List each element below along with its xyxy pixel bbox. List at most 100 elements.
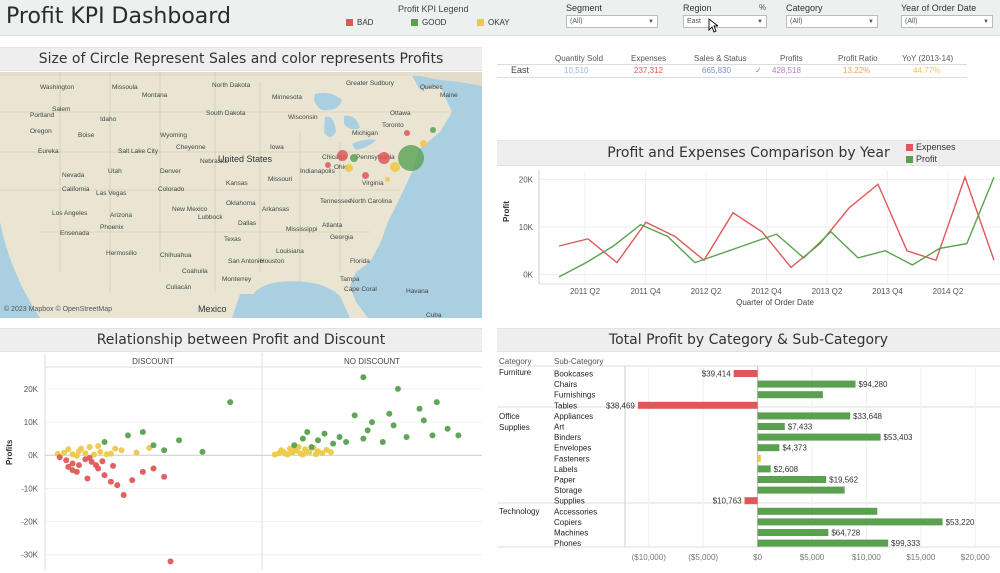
scatter-point-green[interactable] [369,419,375,426]
scatter-point-green[interactable] [308,443,315,450]
filter-segment-dropdown[interactable]: (All) ▼ [566,15,658,28]
scatter-point-green[interactable] [161,447,168,454]
line-series-profit[interactable] [558,176,995,278]
scatter-point-yellow[interactable] [86,443,93,450]
scatter-point-red[interactable] [99,458,106,465]
scatter-point-green[interactable] [336,433,343,440]
scatter-point-yellow[interactable] [304,448,311,455]
line-legend-expenses[interactable]: Expenses [906,142,956,152]
scatter-point-red[interactable] [161,473,168,480]
map-circle[interactable] [345,164,353,172]
scatter-point-red[interactable] [114,482,121,489]
scatter-point-green[interactable] [390,422,397,429]
bar-binders[interactable] [757,433,881,441]
scatter-point-green[interactable] [394,385,401,392]
scatter-point-green[interactable] [343,438,350,445]
scatter-point-yellow[interactable] [319,450,326,457]
filter-region-dropdown[interactable]: East ▼ [683,15,767,28]
scatter-point-yellow[interactable] [95,442,102,449]
line-legend-profit[interactable]: Profit [906,154,937,164]
bar-fasteners[interactable] [757,454,761,462]
scatter-point-green[interactable] [321,430,328,437]
scatter-point-green[interactable] [444,425,451,432]
scatter-point-yellow[interactable] [90,451,97,458]
scatter-point-green[interactable] [433,399,440,406]
scatter-point-green[interactable] [386,410,393,417]
scatter-point-red[interactable] [101,472,108,479]
scatter-point-green[interactable] [351,412,358,419]
scatter-point-yellow[interactable] [112,445,119,452]
bar-art[interactable] [757,423,785,430]
scatter-point-green[interactable] [199,448,206,455]
scatter-point-yellow[interactable] [299,451,306,458]
scatter-point-green[interactable] [315,437,321,444]
scatter-point-yellow[interactable] [282,450,289,457]
bar-labels[interactable] [757,465,771,473]
line-chart[interactable]: 20K 10K 0K 2011 Q2 2011 Q4 2012 Q2 2012 Q4 201… [497,166,1000,310]
map-circle[interactable] [390,162,400,172]
scatter-point-green[interactable] [360,374,367,381]
scatter-point-green[interactable] [379,438,386,445]
map-circle-new-york[interactable] [398,145,424,171]
scatter-point-red[interactable] [167,558,174,565]
map-circle[interactable] [404,130,410,136]
bar-machines[interactable] [757,529,829,536]
scatter-point-yellow[interactable] [73,452,80,459]
bar-chart[interactable]: Bookcases $39,414 Chairs $94,280 Furnishings… [497,353,1000,570]
map-circle[interactable] [325,162,331,168]
scatter-point-green[interactable] [150,442,157,449]
map-circle[interactable] [362,172,369,179]
map-circle[interactable] [337,150,348,161]
scatter-point-yellow[interactable] [118,447,125,454]
bar-phones[interactable] [757,539,889,547]
legend-item-bad[interactable]: BAD [346,18,373,27]
scatter-point-yellow[interactable] [65,446,72,453]
scatter-point-green[interactable] [403,433,410,440]
scatter-point-yellow[interactable] [278,447,285,454]
scatter-point-green[interactable] [124,432,131,439]
scatter-point-yellow[interactable] [133,449,140,456]
bar-furnishings[interactable] [757,391,823,399]
bar-tables[interactable] [637,401,758,409]
scatter-point-yellow[interactable] [82,450,89,457]
scatter-point-red[interactable] [107,478,114,485]
scatter-point-green[interactable] [330,440,337,447]
scatter-point-green[interactable] [364,427,371,434]
scatter-point-red[interactable] [120,492,127,499]
scatter-point-yellow[interactable] [103,451,110,458]
scatter-point-yellow[interactable] [61,449,68,456]
bar-chairs[interactable] [757,380,856,388]
scatter-point-red[interactable] [69,467,76,474]
scatter-point-green[interactable] [291,442,298,449]
line-series-expenses[interactable] [558,174,995,269]
bar-paper[interactable] [757,476,827,483]
scatter-point-green[interactable] [227,399,234,406]
scatter-point-green[interactable] [299,435,306,442]
scatter-point-green[interactable] [139,429,146,436]
scatter-point-green[interactable] [455,432,462,439]
map-circle[interactable] [350,154,358,162]
filter-year-dropdown[interactable]: (All) ▼ [901,15,993,28]
scatter-point-yellow[interactable] [327,449,334,456]
map-circle[interactable] [378,152,390,164]
scatter-point-red[interactable] [69,460,76,467]
scatter-point-red[interactable] [56,454,63,461]
scatter-point-green[interactable] [304,429,311,436]
filter-category-dropdown[interactable]: (All) ▼ [786,15,878,28]
bar-supplies[interactable] [744,497,758,505]
sales-map[interactable]: Washington Missoula Montana North Dakota Min… [0,72,482,318]
scatter-point-red[interactable] [92,462,99,469]
bar-copiers[interactable] [757,518,943,526]
bar-appliances[interactable] [757,412,851,420]
bar-bookcases[interactable] [733,370,758,377]
map-circle[interactable] [420,140,427,147]
scatter-point-yellow[interactable] [97,448,104,455]
scatter-point-yellow[interactable] [291,447,298,454]
scatter-point-red[interactable] [86,454,93,461]
legend-item-good[interactable]: GOOD [411,18,446,27]
map-circle[interactable] [430,127,436,133]
bar-accessories[interactable] [757,507,878,515]
scatter-point-green[interactable] [420,417,427,424]
bar-envelopes[interactable] [757,444,780,452]
scatter-point-green[interactable] [429,432,436,439]
